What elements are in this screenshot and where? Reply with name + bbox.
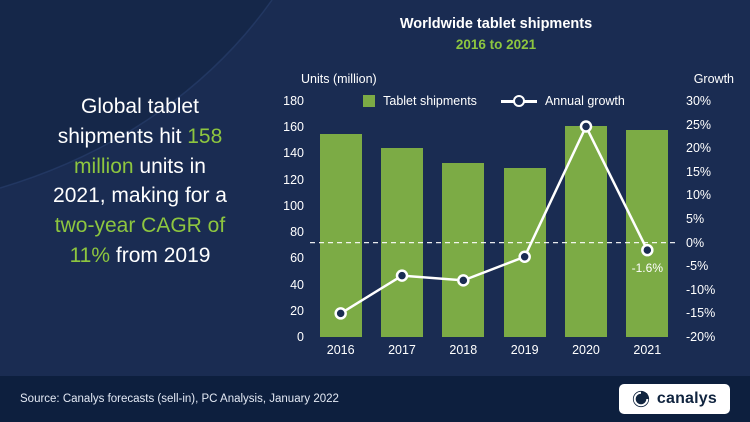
left-axis-tick-label: 140 xyxy=(283,146,304,161)
headline-highlight: two-year CAGR of xyxy=(54,214,226,238)
growth-marker-2017 xyxy=(395,269,409,282)
growth-marker-2019 xyxy=(518,250,531,264)
right-axis-tick-label: 20% xyxy=(686,141,712,156)
right-axis-tick-label: -20% xyxy=(686,330,716,344)
left-axis-tick-label: 120 xyxy=(283,172,304,187)
headline-text: shipments hit xyxy=(57,124,188,148)
left-axis-tick-label: 180 xyxy=(283,94,304,108)
canalys-logo-text: canalys xyxy=(656,390,717,407)
right-axis-tick-label: 0% xyxy=(686,235,705,250)
headline-highlight: 11% xyxy=(69,244,111,268)
legend-label-growth: Annual growth xyxy=(544,94,625,108)
x-axis-label-2018: 2018 xyxy=(449,343,478,357)
x-axis: 2016 2017 2018 2019 2020 2021 xyxy=(310,343,678,359)
left-axis-tick-label: 100 xyxy=(283,198,304,213)
right-axis-tick-label: 10% xyxy=(686,188,712,203)
headline-text: from 2019 xyxy=(110,244,211,268)
growth-marker-2021 xyxy=(641,243,654,257)
chart-plot-area: -1.6% xyxy=(310,101,678,337)
growth-marker-2016 xyxy=(334,307,347,320)
annual-growth-line xyxy=(340,123,649,315)
left-axis-tick-label: 40 xyxy=(290,277,304,292)
bar-2016 xyxy=(319,133,362,337)
canalys-logo: canalys xyxy=(618,384,730,414)
legend-label-shipments: Tablet shipments xyxy=(383,94,477,108)
line-marker-icon xyxy=(512,95,525,107)
right-axis-tick-label: -15% xyxy=(686,306,716,321)
growth-marker-2020 xyxy=(579,120,593,133)
bar-2020 xyxy=(565,125,607,337)
x-axis-label-2017: 2017 xyxy=(388,343,416,357)
left-axis-tick-label: 160 xyxy=(283,120,304,135)
headline-text: 2021, making for a xyxy=(53,184,227,208)
headline-highlight: million xyxy=(74,154,134,178)
x-axis-label-2016: 2016 xyxy=(326,343,355,357)
growth-line-layer xyxy=(310,120,678,320)
x-axis-label-2020: 2020 xyxy=(572,343,600,357)
canalys-logo-icon xyxy=(632,390,649,408)
headline-highlight: 158 xyxy=(187,124,223,148)
bar-2021 xyxy=(626,129,669,337)
x-axis-label-2019: 2019 xyxy=(510,343,539,357)
footer: Source: Canalys forecasts (sell-in), PC … xyxy=(0,376,750,422)
left-axis-tick-label: 20 xyxy=(290,303,304,318)
chart-subtitle: 2016 to 2021 xyxy=(455,37,537,52)
right-axis-tick-label: -10% xyxy=(686,282,716,297)
right-y-axis: 30% 25% 20% 15% 10% 5% 0% -5% -10% -15% -20% xyxy=(686,94,738,344)
right-axis-title: Growth xyxy=(693,72,734,86)
chart-title: Worldwide tablet shipments xyxy=(399,16,593,32)
left-axis-title: Units (million) xyxy=(301,72,377,86)
x-axis-label-2021: 2021 xyxy=(633,343,662,357)
source-note: Source: Canalys forecasts (sell-in), PC … xyxy=(20,393,339,405)
right-axis-tick-label: -5% xyxy=(686,259,709,274)
right-axis-tick-label: 30% xyxy=(686,94,712,108)
headline-text: Global tablet xyxy=(81,95,199,118)
growth-marker-2018 xyxy=(457,274,470,287)
right-axis-tick-label: 15% xyxy=(686,164,712,179)
headline-text: units in xyxy=(133,154,206,178)
headline: Global tablet shipments hit 158 million un… xyxy=(14,92,266,271)
bar-series-swatch xyxy=(363,95,376,107)
left-axis-tick-label: 80 xyxy=(290,225,304,240)
line-series-swatch xyxy=(500,95,537,107)
bar-2018 xyxy=(442,162,485,337)
left-axis-tick-label: 0 xyxy=(297,330,304,344)
right-axis-tick-label: 5% xyxy=(686,212,705,226)
growth-annotation: -1.6% xyxy=(631,261,663,276)
chart-legend: Tablet shipments Annual growth xyxy=(310,94,678,108)
right-axis-tick-label: 25% xyxy=(686,117,712,132)
left-y-axis: 180 160 140 120 100 80 60 40 20 0 xyxy=(258,94,304,344)
left-axis-tick-label: 60 xyxy=(290,251,304,266)
